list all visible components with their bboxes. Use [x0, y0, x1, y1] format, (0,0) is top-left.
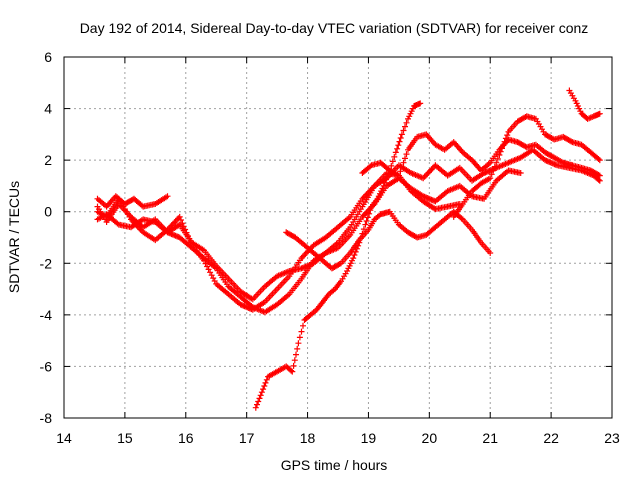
- plus-marker-track: [94, 146, 603, 313]
- x-tick-label: 21: [482, 430, 498, 446]
- y-tick-label: -2: [40, 255, 53, 271]
- plus-marker-track: [450, 113, 603, 220]
- grid: [64, 57, 612, 418]
- series-track-6: [283, 208, 494, 272]
- plus-marker-track: [94, 167, 524, 316]
- chart-title: Day 192 of 2014, Sidereal Day-to-day VTE…: [80, 20, 589, 36]
- series-track-1: [94, 193, 171, 210]
- plus-marker-track: [252, 100, 424, 411]
- plot-frame: [63, 56, 613, 419]
- series-track-9: [566, 87, 603, 122]
- x-tick-labels: 14 15 16 17 18 19 20 21 22 23: [56, 430, 620, 446]
- data-marks: [94, 87, 603, 411]
- y-tick-label: 2: [44, 152, 52, 168]
- series-track-5: [252, 100, 424, 411]
- y-tick-labels: -8 -6 -4 -2 0 2 4 6: [40, 49, 53, 426]
- x-tick-label: 17: [239, 430, 255, 446]
- x-tick-label: 23: [604, 430, 620, 446]
- x-tick-label: 20: [422, 430, 438, 446]
- x-tick-label: 22: [543, 430, 559, 446]
- plus-marker-track: [359, 131, 603, 179]
- y-tick-label: -4: [40, 307, 53, 323]
- series-track-3: [94, 146, 603, 313]
- series-track-7: [359, 131, 603, 179]
- x-tick-label: 16: [178, 430, 194, 446]
- y-tick-label: 4: [44, 101, 52, 117]
- x-axis-title: GPS time / hours: [281, 457, 388, 473]
- x-tick-label: 15: [117, 430, 133, 446]
- x-tick-label: 19: [361, 430, 377, 446]
- series-track-4: [94, 167, 524, 316]
- y-axis-title: SDTVAR / TECUs: [6, 181, 22, 293]
- x-tick-label: 18: [300, 430, 316, 446]
- y-tick-label: 6: [44, 49, 52, 65]
- y-tick-label: -8: [40, 410, 53, 426]
- plus-marker-track: [566, 87, 603, 122]
- y-tick-label: 0: [44, 204, 52, 220]
- series-track-8: [450, 113, 603, 220]
- axis-ticks: [63, 56, 613, 419]
- plus-marker-track: [94, 193, 171, 210]
- x-tick-label: 14: [56, 430, 72, 446]
- y-tick-label: -6: [40, 358, 53, 374]
- plus-marker-track: [283, 208, 494, 272]
